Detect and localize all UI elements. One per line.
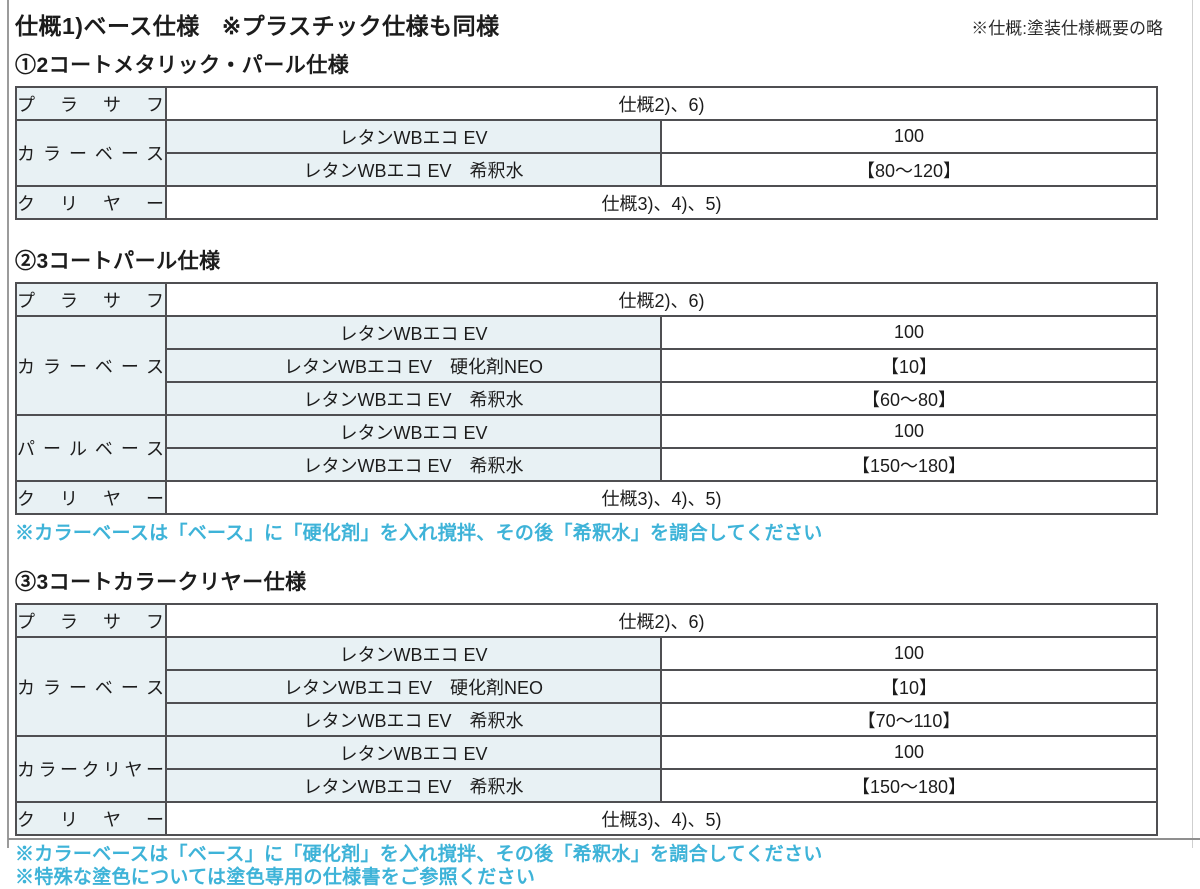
table-row: クリヤー 仕概3)、4)、5) xyxy=(15,185,1158,220)
ratio-cell: 【10】 xyxy=(660,669,1158,704)
page-title: 仕概1)ベース仕様 xyxy=(15,13,200,39)
table-row: レタンWBエコ EV 希釈水 【80～120】 xyxy=(16,152,1158,187)
table-row: レタンWBエコ EV 希釈水 【150～180】 xyxy=(16,447,1158,482)
section-heading-1: ①2コートメタリック・パール仕様 xyxy=(15,54,350,77)
product-cell: レタンWBエコ EV xyxy=(165,414,662,449)
table-row: プラサフ 仕概2)、6) xyxy=(15,282,1158,317)
mixing-note-2: ※カラーベースは「ベース」に「硬化剤」を入れ撹拌、その後「希釈水」を調合してくだ… xyxy=(15,844,823,865)
product-cell: レタンWBエコ EV 希釈水 xyxy=(165,702,662,737)
row-header-cell: プラサフ xyxy=(15,86,167,121)
title-bar: 仕概1)ベース仕様 ※プラスチック仕様も同様 ※仕概:塗装仕様概要の略 xyxy=(15,7,1163,41)
corner-note: ※仕概:塗装仕様概要の略 xyxy=(971,19,1163,38)
table-row: カラーベース レタンWBエコ EV 100 xyxy=(15,636,1158,737)
row-header-cell: クリヤー xyxy=(15,801,167,836)
ratio-cell: 【70～110】 xyxy=(660,702,1158,737)
ratio-cell: 【150～180】 xyxy=(660,768,1158,803)
table-row: レタンWBエコ EV 硬化剤NEO 【10】 xyxy=(16,348,1158,383)
row-header-cell: カラーベース xyxy=(15,636,167,737)
row-header-cell: クリヤー xyxy=(15,480,167,515)
row-header-cell: カラーベース xyxy=(15,119,167,187)
table-row: カラークリヤー レタンWBエコ EV 100 xyxy=(15,735,1158,803)
table-row: クリヤー 仕概3)、4)、5) xyxy=(15,480,1158,515)
row-header-cell: プラサフ xyxy=(15,282,167,317)
span-value-cell: 仕概3)、4)、5) xyxy=(165,480,1158,515)
ratio-cell: 【80～120】 xyxy=(660,152,1158,187)
ratio-cell: 【150～180】 xyxy=(660,447,1158,482)
ratio-cell: 100 xyxy=(660,636,1158,671)
page-title-note: ※プラスチック仕様も同様 xyxy=(221,13,500,39)
section-heading-2: ②3コートパール仕様 xyxy=(15,250,221,273)
mixing-note-1: ※カラーベースは「ベース」に「硬化剤」を入れ撹拌、その後「希釈水」を調合してくだ… xyxy=(15,523,823,544)
product-cell: レタンWBエコ EV xyxy=(165,119,662,154)
row-header-cell: カラークリヤー xyxy=(15,735,167,803)
ratio-cell: 100 xyxy=(660,119,1158,154)
table-row: カラーベース レタンWBエコ EV 100 xyxy=(15,119,1158,187)
table-row: クリヤー 仕概3)、4)、5) xyxy=(15,801,1158,836)
section-heading-3: ③3コートカラークリヤー仕様 xyxy=(15,571,307,594)
row-header-cell: プラサフ xyxy=(15,603,167,638)
product-cell: レタンWBエコ EV 硬化剤NEO xyxy=(165,348,662,383)
span-value-cell: 仕概2)、6) xyxy=(165,86,1158,121)
row-header-cell: クリヤー xyxy=(15,185,167,220)
ratio-cell: 100 xyxy=(660,315,1158,350)
product-cell: レタンWBエコ EV xyxy=(165,735,662,770)
product-cell: レタンWBエコ EV 硬化剤NEO xyxy=(165,669,662,704)
row-header-cell: カラーベース xyxy=(15,315,167,416)
table-row: レタンWBエコ EV 希釈水 【60～80】 xyxy=(16,381,1158,416)
page-bottom-rule xyxy=(8,838,1200,840)
spec-table-2: プラサフ 仕概2)、6) カラーベース レタンWBエコ EV 100 レタンWB… xyxy=(15,282,1158,515)
span-value-cell: 仕概2)、6) xyxy=(165,603,1158,638)
table-row: パールベース レタンWBエコ EV 100 xyxy=(15,414,1158,482)
product-cell: レタンWBエコ EV 希釈水 xyxy=(165,152,662,187)
product-cell: レタンWBエコ EV xyxy=(165,315,662,350)
table-row: レタンWBエコ EV 希釈水 【150～180】 xyxy=(16,768,1158,803)
span-value-cell: 仕概3)、4)、5) xyxy=(165,801,1158,836)
ratio-cell: 【60～80】 xyxy=(660,381,1158,416)
special-color-note: ※特殊な塗色については塗色専用の仕様書をご参照ください xyxy=(15,867,536,888)
page-title-group: 仕概1)ベース仕様 ※プラスチック仕様も同様 xyxy=(15,7,500,41)
table-row: レタンWBエコ EV 希釈水 【70～110】 xyxy=(16,702,1158,737)
ratio-cell: 100 xyxy=(660,414,1158,449)
span-value-cell: 仕概3)、4)、5) xyxy=(165,185,1158,220)
span-value-cell: 仕概2)、6) xyxy=(165,282,1158,317)
table-row: レタンWBエコ EV 硬化剤NEO 【10】 xyxy=(16,669,1158,704)
page-edge-right xyxy=(1192,0,1193,848)
table-row: プラサフ 仕概2)、6) xyxy=(15,603,1158,638)
row-header-cell: パールベース xyxy=(15,414,167,482)
product-cell: レタンWBエコ EV 希釈水 xyxy=(165,768,662,803)
page-edge-left xyxy=(7,0,9,848)
product-cell: レタンWBエコ EV 希釈水 xyxy=(165,447,662,482)
ratio-cell: 100 xyxy=(660,735,1158,770)
product-cell: レタンWBエコ EV 希釈水 xyxy=(165,381,662,416)
product-cell: レタンWBエコ EV xyxy=(165,636,662,671)
spec-table-3: プラサフ 仕概2)、6) カラーベース レタンWBエコ EV 100 レタンWB… xyxy=(15,603,1158,836)
table-row: カラーベース レタンWBエコ EV 100 xyxy=(15,315,1158,416)
spec-table-1: プラサフ 仕概2)、6) カラーベース レタンWBエコ EV 100 レタンWB… xyxy=(15,86,1158,220)
table-row: プラサフ 仕概2)、6) xyxy=(15,86,1158,121)
ratio-cell: 【10】 xyxy=(660,348,1158,383)
